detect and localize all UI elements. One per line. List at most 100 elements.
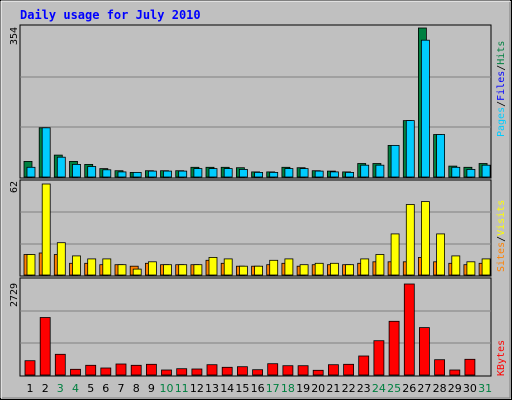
bar-visits-day-16	[254, 265, 264, 276]
bar-files-day-17	[269, 171, 279, 178]
bar-kbytes-day-7	[115, 363, 127, 376]
bar-kbytes-day-25	[388, 320, 400, 376]
bar-kbytes-day-28	[434, 359, 446, 376]
bar-kbytes-day-6	[100, 367, 112, 376]
bar-kbytes-day-18	[282, 365, 294, 376]
bar-kbytes-day-30	[464, 358, 476, 376]
bar-files-day-9	[147, 170, 157, 178]
bar-files-day-27	[420, 39, 430, 178]
bar-kbytes-day-15	[236, 366, 248, 376]
bar-files-day-5	[87, 166, 97, 178]
day-label-5: 5	[87, 382, 94, 395]
day-label-2: 2	[42, 382, 49, 395]
day-label-8: 8	[133, 382, 140, 395]
bar-visits-day-24	[375, 254, 385, 276]
day-label-14: 14	[220, 382, 234, 395]
bar-files-day-1	[26, 166, 36, 178]
day-label-27: 27	[417, 382, 431, 395]
bar-kbytes-day-10	[161, 369, 172, 376]
kbytes-panel: 2729 KBytes	[9, 277, 507, 377]
bar-visits-day-20	[314, 262, 324, 276]
day-label-26: 26	[402, 382, 416, 395]
bar-visits-day-10	[163, 264, 172, 276]
bar-files-day-15	[238, 168, 248, 178]
bar-files-day-18	[284, 168, 294, 178]
bar-kbytes-day-23	[358, 355, 370, 376]
bar-visits-day-3	[56, 242, 66, 276]
bar-visits-day-5	[87, 258, 97, 276]
bar-kbytes-day-16	[252, 369, 264, 376]
kbytes-bars	[24, 283, 476, 376]
bar-files-day-4	[72, 163, 81, 178]
hits-ymax-label: 354	[9, 27, 20, 45]
bar-kbytes-day-11	[176, 368, 188, 376]
day-label-1: 1	[27, 382, 34, 395]
bar-kbytes-day-29	[449, 369, 461, 376]
bar-visits-day-2	[41, 183, 51, 276]
bar-files-day-31	[481, 164, 491, 178]
bar-files-day-20	[314, 170, 324, 178]
bar-files-day-14	[223, 168, 233, 178]
bar-kbytes-day-8	[130, 364, 142, 376]
visits-bars	[23, 183, 491, 276]
bar-visits-day-19	[299, 264, 309, 276]
legend-files: Files	[496, 71, 507, 101]
bar-kbytes-day-2	[39, 317, 51, 376]
day-label-10: 10	[160, 382, 174, 395]
hits-legend: Pages/Files/Hits	[496, 41, 507, 137]
kbytes-legend: KBytes	[496, 340, 507, 376]
day-label-22: 22	[342, 382, 356, 395]
bar-visits-day-8	[132, 268, 142, 276]
bar-kbytes-day-9	[145, 363, 157, 376]
bar-visits-day-23	[360, 258, 370, 276]
bar-files-day-29	[451, 166, 461, 178]
bar-kbytes-day-1	[24, 360, 36, 376]
day-label-4: 4	[72, 382, 79, 395]
bar-kbytes-day-12	[191, 368, 203, 376]
legend-sites: Sites	[496, 242, 507, 272]
day-label-18: 18	[281, 382, 295, 395]
chart-title: Daily usage for July 2010	[20, 8, 201, 22]
bar-visits-day-31	[481, 258, 491, 276]
bar-files-day-13	[208, 168, 218, 178]
day-label-6: 6	[102, 382, 109, 395]
bar-kbytes-day-26	[403, 283, 415, 376]
legend-pages: Pages	[496, 107, 507, 137]
bar-kbytes-day-5	[85, 364, 97, 376]
day-label-12: 12	[190, 382, 204, 395]
bar-files-day-12	[193, 168, 203, 178]
bar-files-day-22	[345, 171, 355, 178]
bar-kbytes-day-24	[373, 340, 385, 376]
day-label-31: 31	[478, 382, 492, 395]
bar-kbytes-day-19	[297, 365, 309, 376]
bar-kbytes-day-22	[343, 363, 355, 376]
day-label-29: 29	[448, 382, 462, 395]
visits-ymax-label: 62	[9, 181, 20, 193]
bar-kbytes-day-17	[267, 363, 279, 376]
day-label-25: 25	[387, 382, 401, 395]
bar-files-day-6	[102, 169, 112, 178]
bar-kbytes-day-13	[206, 364, 218, 376]
bar-visits-day-12	[193, 264, 203, 276]
bar-visits-day-17	[269, 259, 279, 276]
bar-visits-day-22	[345, 264, 355, 276]
bar-visits-day-25	[390, 233, 400, 276]
bar-visits-day-26	[405, 204, 415, 276]
bar-kbytes-day-21	[327, 364, 339, 376]
day-label-7: 7	[118, 382, 125, 395]
day-label-13: 13	[205, 382, 219, 395]
bar-visits-day-30	[466, 261, 476, 276]
bar-visits-day-6	[102, 258, 112, 276]
bar-files-day-24	[375, 164, 385, 178]
bar-visits-day-21	[329, 262, 339, 276]
bar-visits-day-28	[436, 233, 446, 276]
bar-files-day-19	[299, 168, 309, 178]
day-label-23: 23	[357, 382, 371, 395]
hits-panel: 354 Pages/Files/Hits	[9, 24, 507, 179]
bar-files-day-3	[56, 156, 66, 178]
day-label-28: 28	[433, 382, 447, 395]
bar-files-day-2	[41, 127, 51, 178]
day-label-16: 16	[251, 382, 265, 395]
visits-legend: Sites/Visits	[496, 200, 507, 272]
bar-files-day-25	[390, 144, 400, 178]
